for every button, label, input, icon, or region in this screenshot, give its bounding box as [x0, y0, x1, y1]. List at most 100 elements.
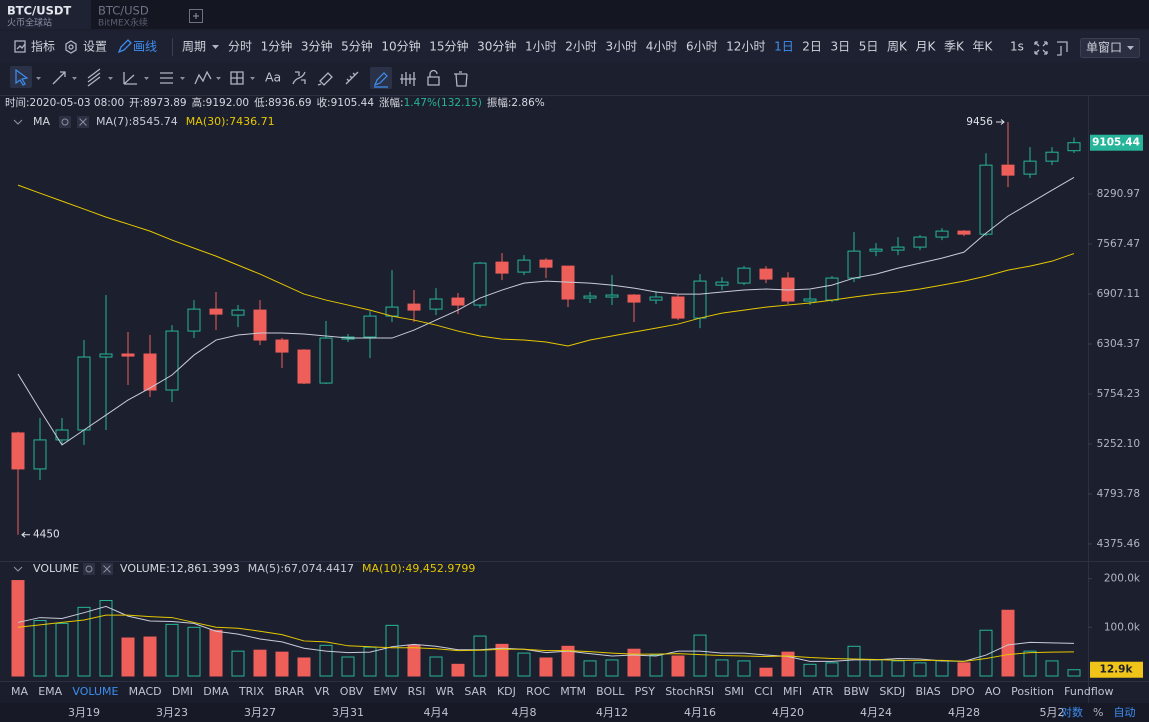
period-button[interactable]: 12小时: [726, 40, 765, 54]
period-button[interactable]: 周K: [887, 40, 908, 54]
lock-tool[interactable]: [427, 69, 440, 86]
indicator-tab[interactable]: ROC: [526, 685, 550, 698]
indicator-tab[interactable]: BOLL: [596, 685, 625, 698]
toolbar-button[interactable]: 设置: [83, 40, 107, 54]
line-tool[interactable]: [52, 71, 66, 85]
period-button[interactable]: 1小时: [525, 40, 557, 54]
add-tab[interactable]: [189, 9, 203, 23]
indicator-tab[interactable]: TRIX: [238, 685, 265, 698]
period-button[interactable]: 月K: [916, 40, 937, 54]
indicator-tab[interactable]: SKDJ: [879, 685, 905, 698]
indicator-tab[interactable]: VOLUME: [72, 685, 118, 698]
collapse-icon[interactable]: [13, 119, 23, 125]
collapse-icon[interactable]: [13, 566, 23, 572]
axis-option[interactable]: 自动: [1113, 706, 1135, 719]
indicator-tab[interactable]: EMA: [38, 685, 62, 698]
indicator-tab[interactable]: MA: [11, 685, 28, 698]
tool-active[interactable]: [370, 67, 392, 89]
text-tool[interactable]: Aa: [265, 70, 281, 85]
legend-settings[interactable]: [83, 563, 95, 575]
period-button[interactable]: 30分钟: [477, 39, 516, 54]
tab-subtitle[interactable]: BitMEX永续: [98, 17, 148, 29]
period-button[interactable]: 6小时: [686, 40, 718, 54]
indicator-tab[interactable]: SAR: [464, 685, 487, 698]
fullscreen-icon[interactable]: [1034, 41, 1048, 55]
tab-title[interactable]: BTC/USDT: [7, 4, 71, 18]
period-button[interactable]: 分时: [228, 40, 252, 54]
indicator-tab[interactable]: WR: [436, 685, 455, 698]
toolbar-button[interactable]: 指标: [31, 39, 55, 54]
toolbar-button[interactable]: 画线: [133, 40, 157, 54]
indicator-tab[interactable]: Position: [1011, 685, 1054, 698]
indicator-tab[interactable]: AO: [985, 685, 1001, 698]
period-button[interactable]: 季K: [944, 40, 965, 54]
period-button[interactable]: 10分钟: [381, 39, 420, 54]
indicator-tab[interactable]: ATR: [812, 685, 833, 698]
channel-tool[interactable]: [87, 68, 101, 87]
indicator-tab[interactable]: DMI: [172, 685, 193, 698]
ma-legend: MA(7):8545.74 MA(30):7436.71: [96, 115, 275, 128]
tool-arrow: [36, 77, 41, 80]
axis-option[interactable]: %: [1093, 706, 1103, 719]
tab-subtitle[interactable]: 火币全球站: [7, 17, 52, 29]
indicator-tab[interactable]: VR: [314, 685, 330, 698]
period-dropdown[interactable]: 周期: [182, 40, 206, 54]
indicator-tab[interactable]: RSI: [408, 685, 426, 698]
pattern-tool[interactable]: [292, 71, 306, 85]
period-button[interactable]: 1日: [774, 40, 794, 54]
layout-icon[interactable]: [1057, 41, 1068, 56]
tab-active[interactable]: [0, 0, 91, 29]
indicator-tab[interactable]: KDJ: [497, 685, 516, 698]
indicator-tab[interactable]: MACD: [129, 685, 162, 698]
wave-tool[interactable]: [194, 70, 212, 85]
legend-entry: MA(5):67,074.4417: [248, 562, 354, 575]
period-button[interactable]: 1分钟: [261, 39, 293, 54]
period-button[interactable]: 5日: [859, 40, 879, 54]
angle-tool[interactable]: [123, 72, 137, 85]
volume-bar: [319, 644, 333, 677]
candle-tool[interactable]: [400, 72, 416, 86]
indicator-tab[interactable]: StochRSI: [665, 685, 714, 698]
indicator-tab[interactable]: SMI: [724, 685, 744, 698]
indicator-tab[interactable]: DPO: [951, 685, 975, 698]
legend-settings[interactable]: [59, 116, 71, 128]
grid-tool[interactable]: [230, 71, 244, 85]
window-dropdown[interactable]: [1080, 38, 1140, 58]
window-dropdown-label[interactable]: 单窗口: [1086, 41, 1122, 55]
indicator-tab[interactable]: EMV: [373, 685, 397, 698]
tool-arrow: [216, 77, 221, 80]
indicator-tab[interactable]: PSY: [635, 685, 656, 698]
delete-tool[interactable]: [454, 71, 468, 87]
keep-draw-tool[interactable]: [373, 72, 388, 88]
y-tick-label: 4793.78: [1097, 488, 1140, 500]
indicator-tab[interactable]: DMA: [203, 685, 229, 698]
period-button[interactable]: 3分钟: [301, 39, 333, 54]
period-button[interactable]: 3日: [831, 40, 851, 54]
indicator-tab[interactable]: BRAR: [274, 685, 304, 698]
indicator-tab[interactable]: Fundflow: [1064, 685, 1113, 698]
brush-tool[interactable]: [317, 72, 333, 86]
indicator-tab[interactable]: OBV: [340, 685, 364, 698]
tab-title[interactable]: BTC/USD: [98, 4, 149, 18]
indicator-tab[interactable]: BIAS: [915, 685, 940, 698]
period-button[interactable]: 15分钟: [429, 39, 468, 54]
period-button[interactable]: 5分钟: [341, 39, 373, 54]
period-button[interactable]: 4小时: [646, 40, 678, 54]
period-button[interactable]: 2小时: [565, 40, 597, 54]
period-button[interactable]: 年K: [972, 40, 993, 54]
axis-option[interactable]: 对数: [1061, 705, 1083, 719]
period-button[interactable]: 2日: [802, 40, 822, 54]
indicator-tab[interactable]: MTM: [560, 685, 586, 698]
indicator-tab[interactable]: MFI: [783, 685, 802, 698]
tool-active[interactable]: [10, 66, 32, 88]
fib-tool[interactable]: [160, 72, 173, 84]
volume-bar: [715, 659, 729, 677]
candle-body: [759, 268, 773, 280]
refresh-rate[interactable]: 1s: [1010, 40, 1024, 54]
period-button[interactable]: 3小时: [605, 40, 637, 54]
pointer-tool[interactable]: [15, 68, 29, 86]
ruler-tool[interactable]: [345, 71, 359, 85]
indicator-tab[interactable]: BBW: [844, 685, 870, 698]
candle-body: [297, 349, 311, 384]
indicator-tab[interactable]: CCI: [754, 685, 773, 698]
